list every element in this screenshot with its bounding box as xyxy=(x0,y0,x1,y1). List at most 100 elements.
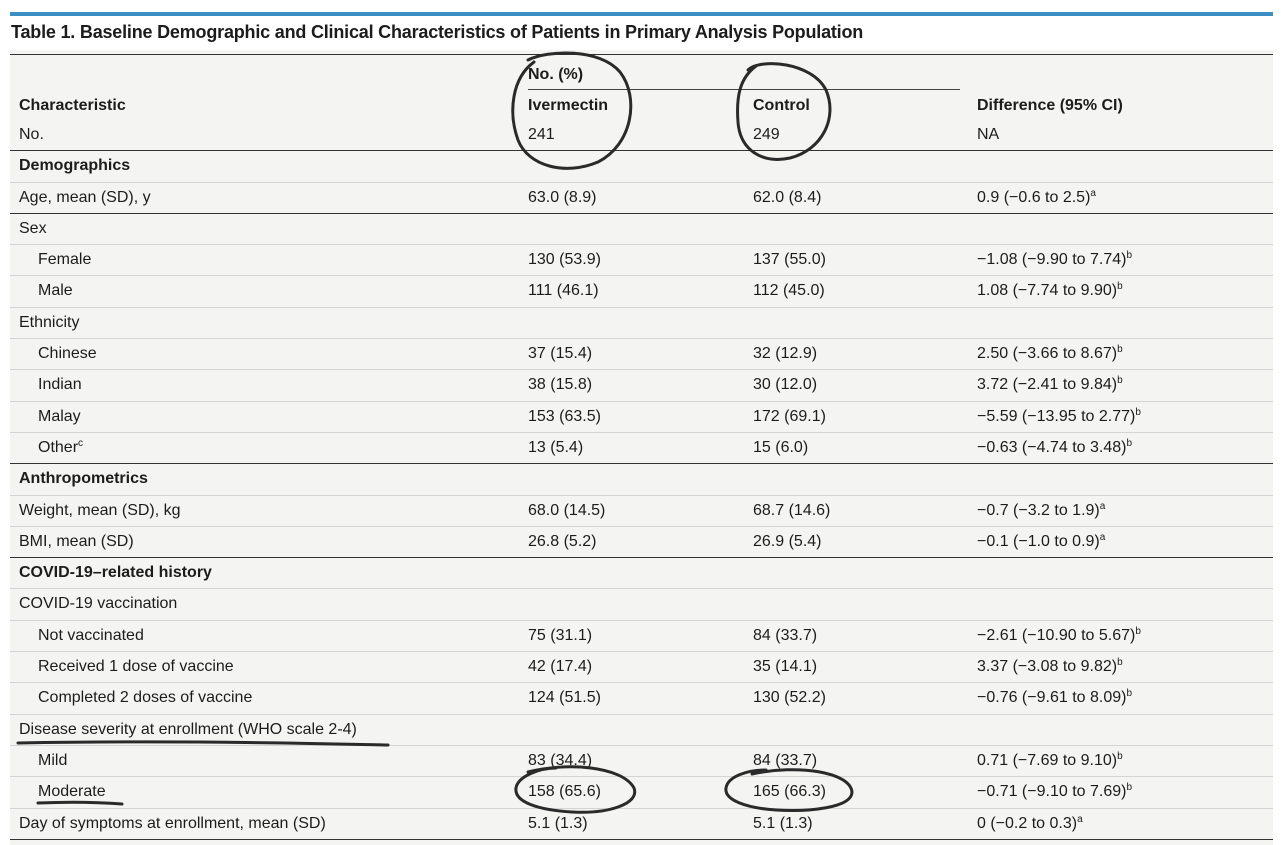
table-row: Anthropometrics xyxy=(10,464,1273,496)
difference-value: −1.08 (−9.90 to 7.74)b xyxy=(977,250,1133,269)
footnote-marker: b xyxy=(1135,625,1141,637)
ivermectin-value: 124 (51.5) xyxy=(528,689,601,707)
row-label: Male xyxy=(38,282,73,300)
footnote-marker: b xyxy=(1126,782,1133,794)
table-row: Not vaccinated 75 (31.1) 84 (33.7) −2.61… xyxy=(10,621,1273,653)
table: No. (%) Characteristic Ivermectin Contro… xyxy=(10,50,1273,845)
ivermectin-value: 26.8 (5.2) xyxy=(528,532,597,550)
footnote-marker: b xyxy=(1117,657,1123,669)
row-label: Mild xyxy=(38,751,68,769)
difference-value: 2.50 (−3.66 to 8.67)b xyxy=(977,344,1123,363)
control-value: 5.1 (1.3) xyxy=(753,814,813,832)
row-label: Female xyxy=(38,251,92,269)
table-title: Table 1. Baseline Demographic and Clinic… xyxy=(11,22,864,42)
row-label: Not vaccinated xyxy=(38,626,144,644)
control-value: 84 (33.7) xyxy=(753,751,818,769)
table-row: Male 111 (46.1) 112 (45.0) 1.08 (−7.74 t… xyxy=(10,276,1273,308)
footnote-marker: b xyxy=(1117,375,1123,387)
table-row: Day of symptoms at enrollment, mean (SD)… xyxy=(10,809,1273,840)
control-value: 62.0 (8.4) xyxy=(753,188,822,206)
ivermectin-value: 83 (34.4) xyxy=(528,751,593,769)
table-row: COVID-19–related history xyxy=(10,558,1273,590)
row-label: BMI, mean (SD) xyxy=(19,532,134,550)
footnote-marker: b xyxy=(1126,250,1133,262)
table-row: Completed 2 doses of vaccine 124 (51.5) … xyxy=(10,683,1273,715)
control-value: 130 (52.2) xyxy=(753,689,826,707)
control-value: 30 (12.0) xyxy=(753,376,818,394)
column-header-characteristic: Characteristic xyxy=(19,97,126,114)
control-value: 32 (12.9) xyxy=(753,345,818,363)
difference-value: −0.71 (−9.10 to 7.69)b xyxy=(977,782,1133,801)
difference-value: 0.71 (−7.69 to 9.10)b xyxy=(977,750,1123,769)
footnote-marker: a xyxy=(1090,187,1096,199)
difference-value: −5.59 (−13.95 to 2.77)b xyxy=(977,406,1141,425)
column-header-difference: Difference (95% CI) xyxy=(977,97,1123,114)
control-value: 172 (69.1) xyxy=(753,407,826,425)
footnote-marker: a xyxy=(1099,531,1106,543)
row-label: Weight, mean (SD), kg xyxy=(19,501,181,519)
difference-value: −0.7 (−3.2 to 1.9)a xyxy=(977,500,1106,519)
footnote-marker: b xyxy=(1117,344,1123,356)
table-row: Sex xyxy=(10,214,1273,246)
ivermectin-value: 13 (5.4) xyxy=(528,438,584,456)
table-body: No. 241 249 NA Demographics Age, mean (S… xyxy=(10,120,1273,840)
row-label: Sex xyxy=(19,219,47,237)
difference-value: 0.9 (−0.6 to 2.5)a xyxy=(977,187,1096,206)
table-row: Indian 38 (15.8) 30 (12.0) 3.72 (−2.41 t… xyxy=(10,370,1273,402)
ivermectin-value: 5.1 (1.3) xyxy=(528,814,588,832)
control-value: 15 (6.0) xyxy=(753,438,809,456)
row-label: Age, mean (SD), y xyxy=(19,188,151,206)
control-value: 26.9 (5.4) xyxy=(753,532,822,550)
row-label: Indian xyxy=(38,376,82,394)
row-label: No. xyxy=(19,126,44,143)
table-row: Otherc 13 (5.4) 15 (6.0) −0.63 (−4.74 to… xyxy=(10,433,1273,465)
row-label: Received 1 dose of vaccine xyxy=(38,658,234,676)
row-label: Otherc xyxy=(38,437,84,456)
group-header-no-pct: No. (%) xyxy=(528,66,584,83)
column-header-ivermectin: Ivermectin xyxy=(528,97,609,114)
control-value: 249 xyxy=(753,126,780,143)
table-row: Disease severity at enrollment (WHO scal… xyxy=(10,715,1273,746)
ivermectin-value: 68.0 (14.5) xyxy=(528,501,606,519)
control-value: 84 (33.7) xyxy=(753,626,818,644)
ivermectin-value: 111 (46.1) xyxy=(528,282,599,300)
ivermectin-value: 158 (65.6) xyxy=(528,783,601,801)
ivermectin-value: 75 (31.1) xyxy=(528,626,593,644)
row-label: Malay xyxy=(38,407,81,425)
footnote-marker: b xyxy=(1126,437,1133,449)
difference-value: 3.37 (−3.08 to 9.82)b xyxy=(977,657,1123,676)
control-value: 137 (55.0) xyxy=(753,251,826,269)
table-row: COVID-19 vaccination xyxy=(10,589,1273,621)
table-row: Chinese 37 (15.4) 32 (12.9) 2.50 (−3.66 … xyxy=(10,339,1273,371)
control-value: 112 (45.0) xyxy=(753,282,825,300)
title-accent-rule xyxy=(10,12,1273,16)
row-label: Ethnicity xyxy=(19,313,80,331)
footnote-marker: b xyxy=(1126,688,1133,700)
table-row: Received 1 dose of vaccine 42 (17.4) 35 … xyxy=(10,652,1273,684)
ivermectin-value: 38 (15.8) xyxy=(528,376,593,394)
table-row: Demographics xyxy=(10,151,1273,183)
row-label: Moderate xyxy=(38,783,106,801)
footnote-marker: c xyxy=(78,437,84,449)
row-label: Disease severity at enrollment (WHO scal… xyxy=(19,720,357,738)
table-row: Female 130 (53.9) 137 (55.0) −1.08 (−9.9… xyxy=(10,245,1273,277)
footnote-marker: a xyxy=(1077,813,1083,825)
difference-value: 0 (−0.2 to 0.3)a xyxy=(977,813,1083,832)
difference-value: −0.1 (−1.0 to 0.9)a xyxy=(977,531,1106,550)
ivermectin-value: 37 (15.4) xyxy=(528,345,593,363)
section-heading: COVID-19–related history xyxy=(19,564,212,582)
difference-value: 1.08 (−7.74 to 9.90)b xyxy=(977,281,1123,300)
row-label: Day of symptoms at enrollment, mean (SD) xyxy=(19,814,326,832)
table-row: Weight, mean (SD), kg 68.0 (14.5) 68.7 (… xyxy=(10,496,1273,527)
ivermectin-value: 153 (63.5) xyxy=(528,407,601,425)
table-row: Age, mean (SD), y 63.0 (8.9) 62.0 (8.4) … xyxy=(10,183,1273,214)
row-label: Chinese xyxy=(38,345,97,363)
header-top-rule xyxy=(10,54,1273,55)
control-value: 68.7 (14.6) xyxy=(753,501,831,519)
difference-value: 3.72 (−2.41 to 9.84)b xyxy=(977,375,1123,394)
difference-value: −0.63 (−4.74 to 3.48)b xyxy=(977,437,1133,456)
table-row: Ethnicity xyxy=(10,308,1273,340)
section-heading: Demographics xyxy=(19,157,131,175)
control-value: 165 (66.3) xyxy=(753,783,826,801)
difference-value: NA xyxy=(977,126,1000,143)
